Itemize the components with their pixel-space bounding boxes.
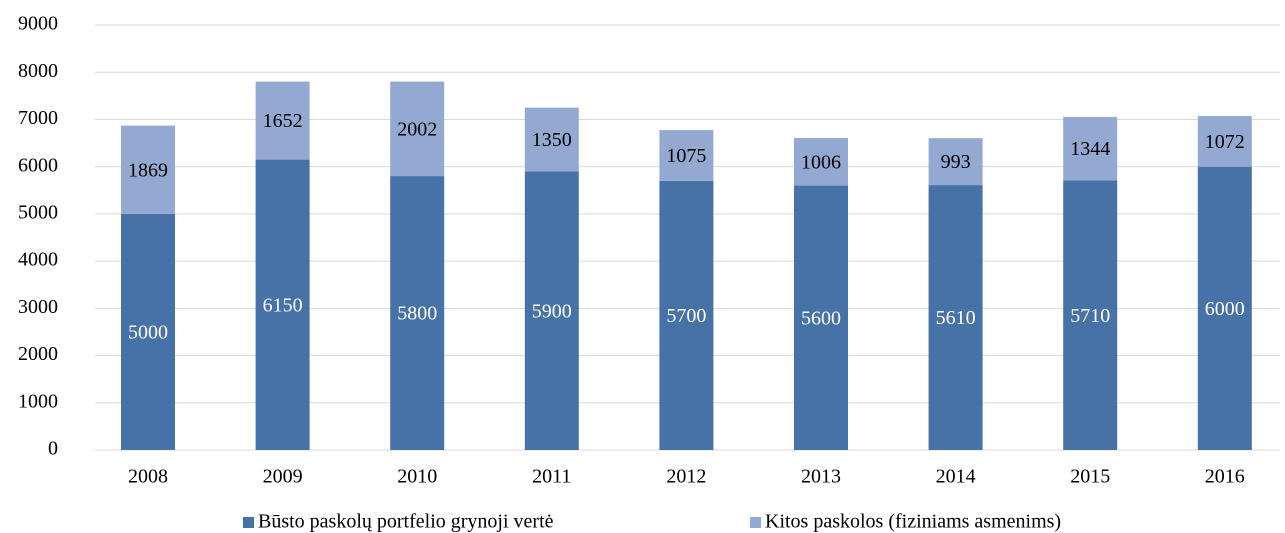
legend-label: Kitos paskolos (fiziniams asmenims) <box>765 511 1061 533</box>
bar-segment <box>121 213 175 450</box>
y-tick-label: 6000 <box>18 154 58 176</box>
x-tick-label: 2008 <box>128 466 168 488</box>
data-label: 993 <box>941 151 971 173</box>
x-tick-label: 2011 <box>532 466 571 488</box>
bar-segment <box>659 130 714 181</box>
y-tick-label: 4000 <box>18 249 58 271</box>
data-label: 5710 <box>1070 305 1110 327</box>
legend-swatch <box>750 517 761 528</box>
data-label: 1350 <box>532 129 572 151</box>
bar-segment <box>390 176 445 450</box>
x-tick-label: 2016 <box>1205 466 1245 488</box>
y-tick-label: 8000 <box>18 60 58 82</box>
x-tick-label: 2012 <box>666 466 706 488</box>
x-tick-label: 2015 <box>1070 466 1110 488</box>
bar-segment <box>928 185 983 451</box>
data-label: 5610 <box>936 307 976 329</box>
bar-segment <box>1197 166 1252 450</box>
legend-label: Būsto paskolų portfelio grynoji vertė <box>258 511 554 533</box>
bar-segment <box>794 185 848 451</box>
data-label: 5000 <box>128 322 168 344</box>
data-label: 5600 <box>801 307 841 329</box>
x-tick-label: 2009 <box>263 466 303 488</box>
x-tick-label: 2013 <box>801 466 841 488</box>
data-label: 1072 <box>1205 131 1245 153</box>
data-label: 6000 <box>1205 298 1245 320</box>
y-tick-label: 0 <box>48 438 58 460</box>
bar-segment <box>794 138 848 186</box>
data-label: 1869 <box>128 159 168 181</box>
bar-segment <box>390 81 445 177</box>
y-tick-label: 3000 <box>18 296 58 318</box>
bar-segment <box>255 159 310 451</box>
data-label: 5700 <box>666 305 706 327</box>
data-label: 5800 <box>397 303 437 325</box>
x-tick-label: 2010 <box>397 466 437 488</box>
bar-segment <box>524 171 579 450</box>
data-label: 1006 <box>801 151 841 173</box>
bar-segment <box>659 180 714 451</box>
data-label: 1075 <box>666 145 706 167</box>
legend-swatch <box>243 517 254 528</box>
data-label: 5900 <box>532 300 572 322</box>
x-tick-label: 2014 <box>936 466 976 488</box>
data-label: 1652 <box>263 110 303 132</box>
data-label: 2002 <box>397 118 437 140</box>
y-tick-label: 5000 <box>18 201 58 223</box>
y-tick-label: 7000 <box>18 107 58 129</box>
bar-segment <box>1197 116 1252 167</box>
bar-segment <box>524 107 579 172</box>
data-label: 1344 <box>1070 138 1110 160</box>
data-label: 6150 <box>263 294 303 316</box>
y-tick-label: 2000 <box>18 343 58 365</box>
bar-segment <box>928 138 983 186</box>
y-tick-label: 9000 <box>18 13 58 35</box>
bar-segment <box>1063 180 1118 450</box>
bar-segment <box>1063 116 1118 181</box>
bar-segment <box>121 125 175 214</box>
y-tick-label: 1000 <box>18 390 58 412</box>
bar-segment <box>255 81 310 160</box>
